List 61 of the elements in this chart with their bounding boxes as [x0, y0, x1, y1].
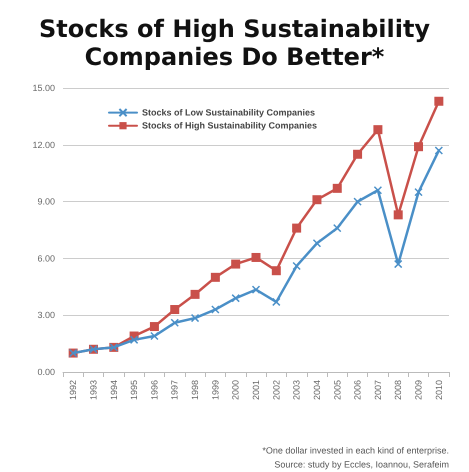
point: [252, 285, 260, 294]
point: [434, 96, 444, 106]
x-tick-label: 2004: [312, 380, 322, 400]
x-tick-label: 1997: [170, 380, 180, 400]
source-note: Source: study by Eccles, Ioannou, Serafeim: [274, 460, 449, 470]
y-tick-label: 15.00: [32, 83, 55, 93]
point: [190, 290, 200, 299]
point: [292, 262, 301, 270]
x-tick-label: 2008: [393, 380, 404, 400]
point: [332, 184, 342, 193]
point: [394, 260, 402, 268]
x-tick-label: 2006: [352, 380, 363, 400]
point: [210, 272, 220, 282]
x-tick-label: 2005: [332, 380, 342, 400]
point: [272, 266, 281, 276]
y-tick-label: 12.00: [32, 140, 55, 150]
chart-title: Stocks of High Sustainability Companies Do Better*: [38, 15, 430, 71]
x-tick-label: 2010: [434, 380, 444, 400]
point: [292, 224, 302, 233]
point: [231, 294, 240, 302]
x-tick-label: 1994: [108, 380, 119, 400]
point: [374, 186, 382, 194]
x-tick-label: 2001: [251, 380, 261, 400]
x-tick-label: 2002: [271, 380, 282, 400]
point: [170, 318, 179, 328]
y-tick-label: 3.00: [37, 310, 55, 320]
point: [434, 146, 444, 155]
point: [333, 224, 342, 232]
x-tick-label: 1996: [149, 380, 160, 400]
x-tick-label: 2009: [414, 380, 424, 400]
point: [231, 260, 240, 269]
point: [252, 252, 260, 262]
point: [150, 332, 159, 340]
point: [312, 195, 322, 204]
point: [272, 298, 281, 306]
x-tick-label: 1993: [88, 380, 98, 400]
point: [150, 322, 159, 332]
x-tick-label: 2007: [372, 380, 383, 400]
x-tick-label: 2000: [230, 380, 241, 400]
x-tick-label: 1995: [129, 380, 140, 400]
point: [130, 336, 138, 344]
point: [170, 305, 180, 314]
x-tick-label: 2003: [292, 380, 302, 400]
text: *One dollar invested in each kind of enterprise.: [262, 446, 449, 456]
point: [312, 239, 322, 248]
point: [414, 188, 423, 196]
x-tick-label: 1998: [190, 380, 200, 400]
x-tick-label: 1992: [68, 380, 78, 400]
y-tick-label: 9.00: [37, 196, 55, 207]
legend-label: Stocks of Low Sustainability Companies: [142, 108, 316, 118]
legend-label: Stocks of High Sustainability Companies: [142, 120, 318, 131]
y-tick-label: 6.00: [37, 253, 55, 264]
y-tick-label: 0.00: [37, 367, 55, 377]
point: [353, 197, 362, 206]
point: [190, 314, 200, 322]
point: [373, 125, 382, 134]
point: [211, 305, 220, 314]
point: [353, 150, 362, 159]
point: [394, 210, 403, 220]
x-tick-label: 1999: [210, 380, 220, 400]
point: [414, 142, 424, 152]
